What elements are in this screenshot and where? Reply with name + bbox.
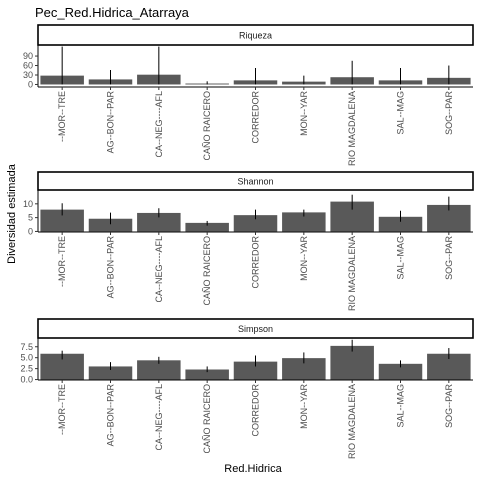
facet-strip-label: Riqueza [239,31,272,41]
x-tick-label: AG--BON--PAR [106,236,116,299]
x-axis-label: Red.Hidrica [224,463,282,475]
x-tick-label: CAÑO RAICERO [202,91,212,161]
x-tick-label: SOG--PAR [444,384,454,428]
bar [40,209,84,232]
panel-simpson: Simpson 0.02.55.07.5 --MOR--TRE AG--BON--PA… [20,318,474,459]
bar [88,366,133,380]
x-tick-label: RIO MAGDALENA [347,91,357,166]
y-tick-label: 2.5 [20,364,33,374]
facet-strip [37,318,474,339]
y-tick-label: 5.0 [20,353,33,363]
x-tick-label: CA--NEG----AFL [154,91,164,158]
bar [88,218,133,232]
facet-strip-label: Simpson [238,324,273,334]
bar [185,369,229,380]
bar [282,358,326,380]
x-tick-label: MON--YAR [299,91,309,136]
bar [233,215,278,232]
x-tick-label: SOG--PAR [444,91,454,135]
x-tick-label: --MOR--TRE [57,236,67,287]
y-tick-label: 10 [23,199,33,209]
bar [282,212,326,232]
bar [378,363,423,380]
x-tick-label: CA--NEG----AFL [154,236,164,303]
x-tick-label: CORREDOR [251,91,261,144]
bar [185,222,229,232]
y-tick-label: 0 [28,79,33,89]
x-tick-label: MON--YAR [299,384,309,429]
x-tick-label: --MOR--TRE [57,384,67,435]
chart-title: Pec_Red.Hidrica_Atarraya [35,5,190,20]
x-tick-label: CAÑO RAICERO [202,384,212,454]
x-tick-label: CAÑO RAICERO [202,236,212,306]
y-tick-label: 5 [28,213,33,223]
x-tick-label: SAL--MAG [396,236,406,280]
bar [137,360,181,380]
bar [137,212,181,232]
x-tick-label: SOG--PAR [444,236,454,280]
facet-strip [37,171,474,191]
y-tick-label: 30 [23,70,33,80]
bar [233,361,278,380]
y-tick-label: 90 [23,51,33,61]
y-tick-label: 7.5 [20,342,33,352]
x-tick-label: AG--BON--PAR [106,384,116,447]
y-tick-label: 60 [23,61,33,71]
x-tick-label: CORREDOR [251,384,261,437]
x-tick-label: RIO MAGDALENA [347,236,357,311]
x-tick-label: --MOR--TRE [57,91,67,142]
facet-strip-label: Shannon [237,177,273,187]
x-tick-label: AG--BON--PAR [106,91,116,154]
x-tick-label: CA--NEG----AFL [154,384,164,451]
y-axis-label: Diversidad estimada [6,163,18,264]
x-tick-label: MON--YAR [299,236,309,281]
x-tick-label: RIO MAGDALENA [347,384,357,459]
panel-shannon: Shannon 0 5 10 --MOR--TRE AG--BON--PAR CA--NEG… [23,171,474,311]
x-tick-label: SAL--MAG [396,384,406,428]
bar [378,216,423,232]
x-tick-label: CORREDOR [251,236,261,289]
x-tick-label: SAL--MAG [396,91,406,135]
y-tick-label: 0.0 [20,375,33,385]
y-tick-label: 0 [28,226,33,236]
facet-strip [37,24,474,46]
